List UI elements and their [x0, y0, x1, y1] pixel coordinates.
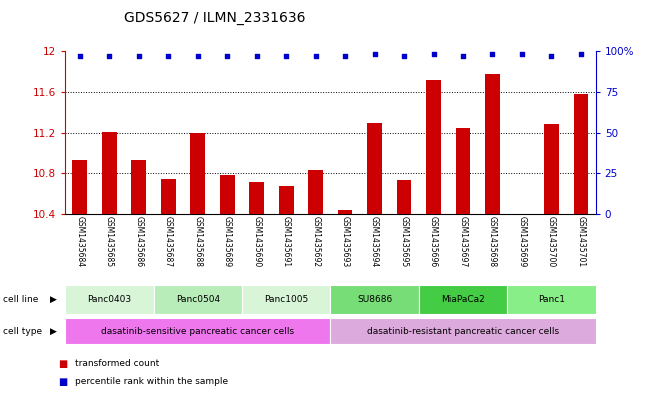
Point: [133, 53, 144, 59]
Bar: [331, 318, 596, 344]
Text: ■: ■: [59, 377, 68, 387]
Bar: [220, 175, 234, 214]
Text: GSM1435701: GSM1435701: [576, 216, 585, 267]
Point: [311, 53, 321, 59]
Text: GSM1435696: GSM1435696: [429, 216, 438, 268]
Bar: [72, 160, 87, 214]
Point: [399, 53, 409, 59]
Bar: [426, 80, 441, 214]
Bar: [544, 125, 559, 214]
Point: [75, 53, 85, 59]
Bar: [367, 123, 382, 214]
Point: [251, 53, 262, 59]
Bar: [249, 182, 264, 214]
Text: cell line: cell line: [3, 295, 38, 304]
Bar: [419, 285, 507, 314]
Text: Panc1005: Panc1005: [264, 295, 309, 304]
Point: [546, 53, 557, 59]
Bar: [161, 178, 176, 214]
Point: [369, 51, 380, 57]
Bar: [65, 285, 154, 314]
Bar: [507, 285, 596, 314]
Text: GSM1435690: GSM1435690: [252, 216, 261, 268]
Point: [575, 51, 586, 57]
Bar: [279, 185, 294, 214]
Text: GSM1435700: GSM1435700: [547, 216, 556, 268]
Text: GSM1435694: GSM1435694: [370, 216, 379, 268]
Point: [281, 53, 292, 59]
Text: ▶: ▶: [49, 327, 57, 336]
Text: GSM1435695: GSM1435695: [400, 216, 409, 268]
Point: [428, 51, 439, 57]
Bar: [102, 132, 117, 214]
Text: cell type: cell type: [3, 327, 42, 336]
Point: [222, 53, 232, 59]
Text: GDS5627 / ILMN_2331636: GDS5627 / ILMN_2331636: [124, 11, 305, 25]
Text: GSM1435687: GSM1435687: [164, 216, 173, 267]
Text: GSM1435689: GSM1435689: [223, 216, 232, 267]
Bar: [396, 180, 411, 214]
Text: dasatinib-resistant pancreatic cancer cells: dasatinib-resistant pancreatic cancer ce…: [367, 327, 559, 336]
Text: GSM1435684: GSM1435684: [76, 216, 85, 267]
Text: GSM1435685: GSM1435685: [105, 216, 114, 267]
Bar: [65, 318, 331, 344]
Point: [104, 53, 115, 59]
Point: [517, 51, 527, 57]
Point: [488, 51, 498, 57]
Point: [458, 53, 468, 59]
Text: GSM1435686: GSM1435686: [134, 216, 143, 267]
Bar: [309, 170, 323, 214]
Text: GSM1435698: GSM1435698: [488, 216, 497, 267]
Bar: [331, 285, 419, 314]
Text: GSM1435693: GSM1435693: [340, 216, 350, 268]
Text: ■: ■: [59, 358, 68, 369]
Bar: [132, 160, 146, 214]
Text: GSM1435697: GSM1435697: [458, 216, 467, 268]
Text: percentile rank within the sample: percentile rank within the sample: [75, 378, 228, 386]
Bar: [338, 210, 352, 214]
Text: GSM1435688: GSM1435688: [193, 216, 202, 267]
Text: SU8686: SU8686: [357, 295, 392, 304]
Point: [340, 53, 350, 59]
Point: [193, 53, 203, 59]
Bar: [485, 73, 500, 214]
Text: dasatinib-sensitive pancreatic cancer cells: dasatinib-sensitive pancreatic cancer ce…: [101, 327, 294, 336]
Bar: [456, 128, 471, 214]
Bar: [242, 285, 331, 314]
Text: GSM1435691: GSM1435691: [282, 216, 290, 267]
Text: ▶: ▶: [49, 295, 57, 304]
Text: transformed count: transformed count: [75, 359, 159, 368]
Text: Panc1: Panc1: [538, 295, 565, 304]
Point: [163, 53, 173, 59]
Text: GSM1435699: GSM1435699: [518, 216, 527, 268]
Text: Panc0403: Panc0403: [87, 295, 132, 304]
Text: Panc0504: Panc0504: [176, 295, 220, 304]
Text: GSM1435692: GSM1435692: [311, 216, 320, 267]
Bar: [190, 133, 205, 214]
Bar: [154, 285, 242, 314]
Text: MiaPaCa2: MiaPaCa2: [441, 295, 485, 304]
Bar: [574, 94, 589, 214]
